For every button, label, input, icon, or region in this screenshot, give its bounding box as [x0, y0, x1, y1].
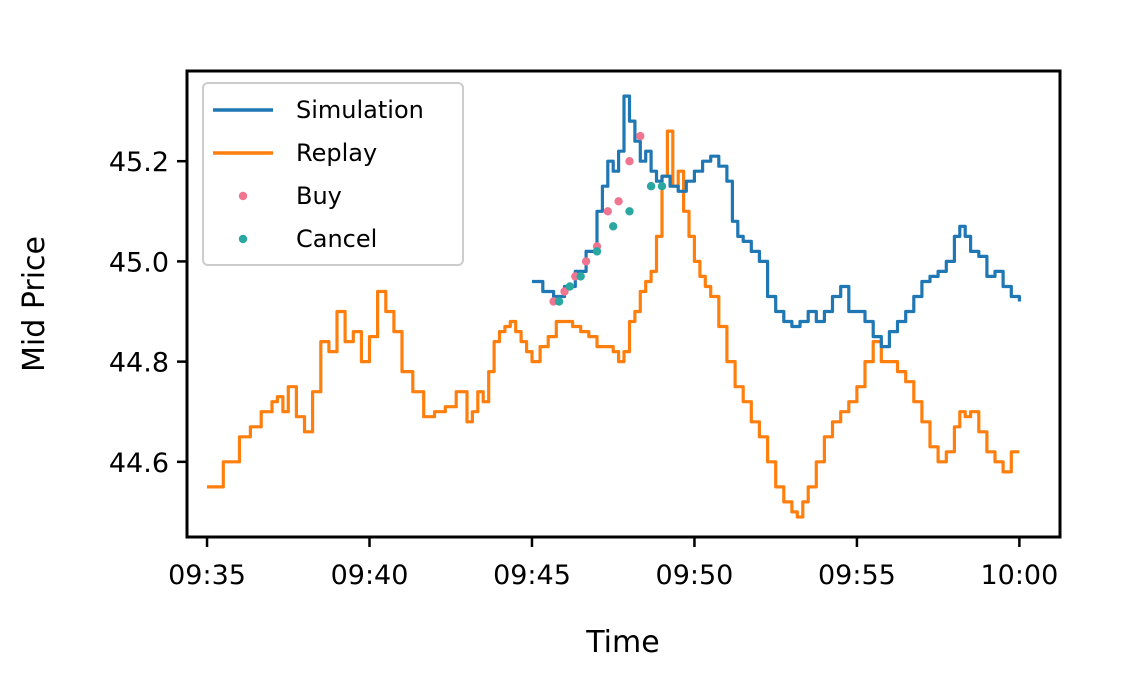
legend: Simulation Replay Buy Cancel	[202, 82, 464, 266]
x-tick-label: 10:00	[980, 560, 1058, 591]
cancel-point	[609, 222, 618, 231]
plot-marks	[207, 94, 1021, 519]
y-tick-label: 45.2	[109, 147, 169, 178]
x-tick-label: 09:35	[168, 560, 246, 591]
buy-point	[614, 197, 623, 206]
buy-point	[560, 287, 569, 296]
cancel-point	[565, 282, 575, 291]
cancel-point	[592, 247, 602, 256]
y-axis-title: Mid Price	[17, 236, 52, 372]
legend-label: Buy	[296, 182, 342, 210]
y-tick-label: 44.6	[109, 448, 169, 479]
legend-label: Cancel	[296, 225, 377, 253]
series-line-simulation	[532, 94, 1021, 349]
buy-point	[603, 207, 612, 216]
cancel-point	[625, 207, 634, 216]
x-tick-label: 09:40	[331, 560, 409, 591]
legend-entry-simulation: Simulation	[213, 96, 424, 124]
x-tick-label: 09:45	[493, 560, 571, 591]
buy-point	[625, 157, 634, 166]
x-tick-label: 09:55	[818, 560, 896, 591]
legend-entry-buy: Buy	[238, 182, 342, 210]
legend-box	[202, 82, 464, 266]
cancel-point	[554, 297, 564, 306]
cancel-point	[646, 182, 656, 191]
legend-label: Simulation	[296, 96, 424, 124]
legend-entry-replay: Replay	[213, 139, 377, 167]
x-axis: 09:35 09:40 09:45 09:50 09:55 10:00	[168, 537, 1058, 591]
x-tick-label: 09:50	[656, 560, 734, 591]
legend-entry-cancel: Cancel	[238, 225, 377, 253]
legend-swatch	[238, 191, 248, 201]
buy-point	[581, 257, 591, 266]
legend-swatch	[238, 234, 248, 244]
buy-point	[636, 131, 645, 141]
y-tick-label: 45.0	[109, 247, 169, 278]
y-axis: 44.6 44.8 45.0 45.2	[109, 147, 187, 479]
legend-label: Replay	[296, 139, 377, 167]
series-line-replay	[207, 129, 1020, 519]
cancel-point	[576, 272, 585, 281]
y-tick-label: 44.8	[109, 348, 169, 379]
x-axis-title: Time	[585, 625, 659, 660]
cancel-point	[657, 182, 667, 191]
axes-frame	[185, 69, 1062, 539]
